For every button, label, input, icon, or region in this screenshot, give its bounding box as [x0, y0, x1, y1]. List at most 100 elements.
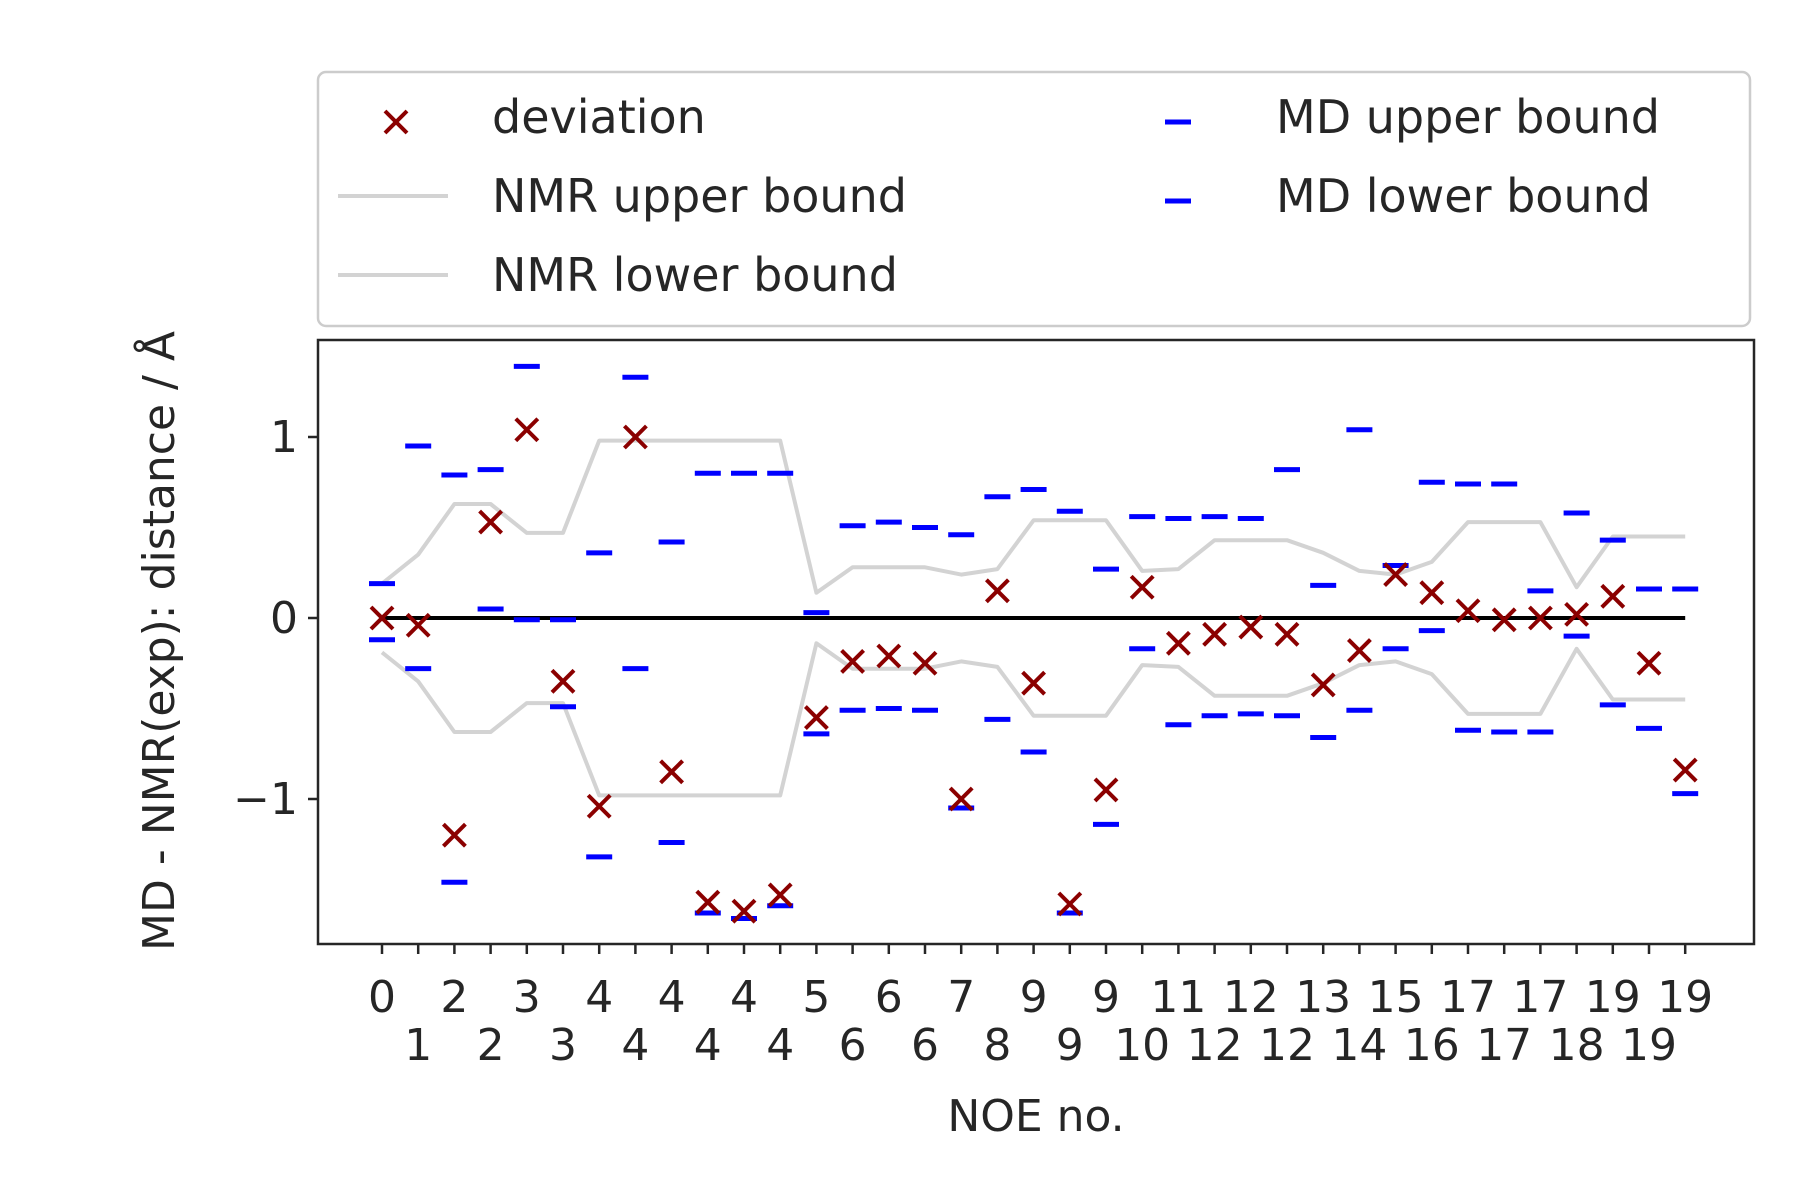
- y-tick-label: −1: [233, 774, 298, 825]
- deviation-point-stroke: [1419, 580, 1445, 606]
- deviation-point: [1202, 621, 1228, 647]
- x-tick-label: 19: [1621, 1020, 1677, 1071]
- deviation-point: [1527, 605, 1553, 631]
- deviation-point: [1672, 757, 1698, 783]
- deviation-point-stroke: [1310, 672, 1336, 698]
- x-tick-label: 7: [947, 972, 975, 1023]
- x-tick-label: 6: [911, 1020, 939, 1071]
- deviation-point: [1165, 630, 1191, 656]
- x-tick-label: 2: [440, 972, 468, 1023]
- x-tick-label: 4: [694, 1020, 722, 1071]
- x-tick-label: 17: [1512, 972, 1568, 1023]
- deviation-markers: [369, 417, 1698, 924]
- deviation-point-stroke: [405, 612, 431, 638]
- deviation-point-stroke: [1093, 777, 1119, 803]
- nmr-lower-bound-line: [380, 641, 1686, 798]
- x-tick-label: 12: [1223, 972, 1279, 1023]
- x-tick-label: 8: [983, 1020, 1011, 1071]
- x-tick-label: 19: [1585, 972, 1641, 1023]
- nmr-upper-bound-line: [380, 438, 1686, 595]
- deviation-point: [478, 509, 504, 535]
- deviation-point-stroke: [1129, 574, 1155, 600]
- x-tick-label: 6: [875, 972, 903, 1023]
- x-tick-label: 4: [585, 972, 613, 1023]
- deviation-point: [1491, 607, 1517, 633]
- deviation-point: [1129, 574, 1155, 600]
- md-bounds: [369, 363, 1699, 921]
- deviation-point: [1346, 638, 1372, 663]
- deviation-point-stroke: [441, 822, 467, 848]
- y-axis-label: MD - NMR(exp): distance / Å: [132, 331, 185, 951]
- deviation-point-stroke: [659, 759, 685, 785]
- deviation-point-stroke: [1455, 598, 1481, 624]
- x-tick-label: 0: [368, 972, 396, 1023]
- deviation-point: [803, 705, 829, 730]
- legend-label-deviation: deviation: [492, 90, 706, 144]
- deviation-point: [731, 898, 757, 924]
- x-tick-label: 12: [1187, 1020, 1243, 1071]
- x-tick-label: 2: [477, 1020, 505, 1071]
- legend-label-md-lower: MD lower bound: [1276, 169, 1651, 223]
- deviation-point: [1564, 601, 1590, 627]
- deviation-point-stroke: [1600, 583, 1626, 609]
- deviation-point-stroke: [1527, 605, 1553, 631]
- deviation-point: [1383, 562, 1409, 587]
- x-tick-label: 15: [1368, 972, 1424, 1023]
- x-tick-label: 17: [1476, 1020, 1532, 1071]
- deviation-point: [876, 643, 902, 669]
- legend-marker-deviation: [383, 109, 409, 135]
- nmr-bounds: [380, 438, 1686, 798]
- deviation-point-stroke: [731, 898, 757, 924]
- plot-area: [316, 338, 1756, 946]
- y-axis: 1 0 −1: [233, 412, 318, 825]
- deviation-point: [405, 612, 431, 638]
- deviation-point-stroke: [550, 668, 576, 694]
- x-axis: 0122334444445666789991011121212131415161…: [368, 944, 1713, 1071]
- deviation-point: [622, 424, 648, 450]
- deviation-point-stroke: [586, 793, 612, 819]
- deviation-point-stroke: [514, 417, 540, 443]
- deviation-point-stroke: [1636, 650, 1662, 676]
- legend-label-nmr-lower: NMR lower bound: [492, 248, 898, 302]
- deviation-point: [840, 649, 866, 674]
- deviation-point: [1419, 580, 1445, 606]
- deviation-point: [369, 605, 395, 631]
- deviation-point-stroke: [1564, 601, 1590, 627]
- deviation-point-stroke: [1491, 607, 1517, 633]
- deviation-point: [1600, 583, 1626, 609]
- deviation-point: [1455, 598, 1481, 624]
- deviation-point: [1238, 614, 1264, 640]
- x-tick-label: 9: [1056, 1020, 1084, 1071]
- x-tick-label: 4: [730, 972, 758, 1023]
- deviation-point-stroke: [1021, 670, 1047, 696]
- deviation-point: [659, 759, 685, 785]
- x-tick-label: 9: [1020, 972, 1048, 1023]
- x-tick-label: 3: [513, 972, 541, 1023]
- x-tick-label: 1: [404, 1020, 432, 1071]
- deviation-point: [586, 793, 612, 819]
- x-tick-label: 3: [549, 1020, 577, 1071]
- x-tick-label: 5: [802, 972, 830, 1023]
- x-tick-label: 11: [1150, 972, 1206, 1023]
- deviation-point: [550, 668, 576, 694]
- deviation-point-stroke: [1346, 638, 1372, 663]
- deviation-point-stroke: [948, 786, 974, 812]
- deviation-point: [912, 650, 938, 676]
- legend-frame: [316, 70, 1752, 328]
- deviation-point-stroke: [803, 705, 829, 730]
- deviation-point: [514, 417, 540, 443]
- deviation-point-stroke: [1274, 621, 1300, 647]
- x-tick-label: 10: [1114, 1020, 1170, 1071]
- deviation-point-stroke: [1383, 562, 1409, 587]
- deviation-point: [984, 578, 1010, 604]
- x-tick-label: 6: [839, 1020, 867, 1071]
- legend: deviation NMR upper bound NMR lower boun…: [316, 70, 1752, 328]
- deviation-point-stroke: [912, 650, 938, 676]
- x-tick-label: 4: [766, 1020, 794, 1071]
- deviation-point: [1274, 621, 1300, 647]
- deviation-point: [1093, 777, 1119, 803]
- deviation-point: [1021, 670, 1047, 696]
- x-tick-label: 13: [1295, 972, 1351, 1023]
- deviation-point: [1057, 891, 1083, 917]
